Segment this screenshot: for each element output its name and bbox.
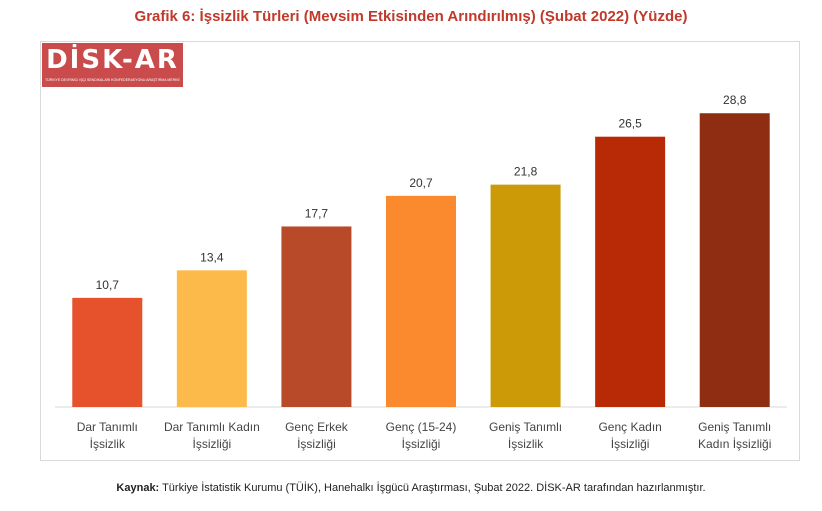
data-label-4: 20,7 [409,176,433,190]
bar-3 [281,226,352,407]
data-label-6: 26,5 [618,117,642,131]
category-label-5-line-2: İşsizlik [508,437,544,451]
category-label-3-line-2: İşsizliği [297,437,336,451]
bar-7 [699,113,770,408]
source-label: Kaynak: [116,482,160,494]
category-label-4-line-2: İşsizliği [402,437,441,451]
category-label-1-line-2: İşsizlik [90,437,126,451]
category-label-2-line-1: Dar Tanımlı Kadın [164,420,260,434]
category-label-6-line-2: İşsizliği [611,437,650,451]
category-label-3-line-1: Genç Erkek [285,420,349,434]
data-label-3: 17,7 [305,206,329,220]
category-label-5-line-1: Geniş Tanımlı [489,420,562,434]
category-label-7-line-2: Kadın İşsizliği [698,437,771,451]
data-label-7: 28,8 [723,93,747,107]
source-text: Türkiye İstatistik Kurumu (TÜİK), Haneha… [159,482,706,494]
bar-6 [595,136,666,407]
category-label-4-line-1: Genç (15-24) [386,420,457,434]
category-label-6-line-1: Genç Kadın [598,420,661,434]
chart-title: Grafik 6: İşsizlik Türleri (Mevsim Etkis… [134,8,688,25]
bar-5 [490,184,561,407]
bar-1 [72,297,143,407]
logo-subtitle: TÜRKİYE DEVRİMCİ İŞÇİ SENDİKALARI KONFED… [45,78,180,82]
category-label-2-line-2: İşsizliği [193,437,232,451]
data-label-1: 10,7 [96,278,120,292]
logo-text: DİSK-AR [46,45,179,75]
data-label-2: 13,4 [200,250,224,264]
category-label-7-line-1: Geniş Tanımlı [698,420,771,434]
source-note: Kaynak: Türkiye İstatistik Kurumu (TÜİK)… [0,482,822,494]
data-label-5: 21,8 [514,165,538,179]
bar-4 [386,195,456,407]
bar-2 [176,270,247,407]
category-label-1-line-1: Dar Tanımlı [77,420,138,434]
diskar-logo: DİSK-AR TÜRKİYE DEVRİMCİ İŞÇİ SENDİKALAR… [42,43,183,87]
